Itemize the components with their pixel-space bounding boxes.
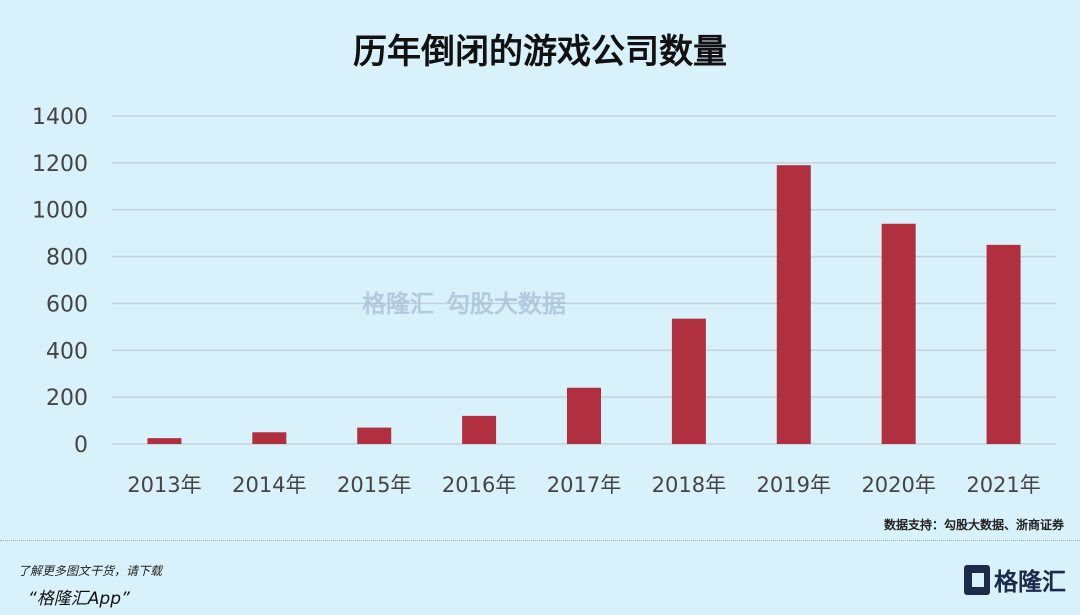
x-tick-label: 2017年 [547, 473, 621, 497]
y-tick-label: 1000 [32, 199, 88, 224]
bar [462, 415, 497, 444]
bar [252, 432, 287, 444]
bar-chart: 0 200 400 600 800 1000 1200 1400 2013年 2014年 2015年… [32, 105, 1056, 497]
divider [0, 540, 1080, 541]
logo-text: 格隆汇 [994, 568, 1066, 596]
chart-title: 历年倒闭的游戏公司数量 [353, 32, 727, 72]
promo-text: 了解更多图文干货，请下载 [18, 564, 163, 578]
y-tick-label: 600 [46, 292, 88, 317]
x-tick-label: 2018年 [652, 473, 726, 497]
logo-icon [964, 564, 990, 595]
bar [567, 387, 601, 444]
y-tick-label: 200 [46, 386, 88, 411]
promo-app: “格隆汇App” [28, 589, 130, 609]
bar [671, 318, 706, 444]
bar [147, 438, 182, 444]
bar [776, 165, 811, 444]
y-tick-label: 800 [46, 246, 88, 271]
logo: 格隆汇 [964, 562, 1066, 597]
x-tick-label: 2016年 [442, 473, 516, 497]
x-tick-label: 2019年 [757, 473, 831, 497]
x-tick-label: 2014年 [232, 473, 306, 497]
watermark-brand: 格隆汇 [362, 290, 434, 318]
bar [881, 223, 916, 444]
data-source: 数据支持：勾股大数据、浙商证券 [883, 518, 1064, 532]
y-tick-label: 400 [46, 339, 88, 364]
watermark: 格隆汇 勾股大数据 [362, 284, 566, 319]
bar [357, 427, 392, 444]
watermark-source: 勾股大数据 [446, 290, 566, 318]
x-tick-label: 2015年 [337, 473, 411, 497]
x-tick-label: 2013年 [127, 473, 201, 497]
bar [986, 244, 1021, 444]
x-tick-label: 2020年 [861, 473, 935, 497]
y-tick-label: 1200 [32, 152, 88, 177]
y-tick-label: 1400 [32, 105, 88, 130]
x-tick-label: 2021年 [966, 473, 1040, 497]
y-tick-label: 0 [74, 433, 88, 458]
